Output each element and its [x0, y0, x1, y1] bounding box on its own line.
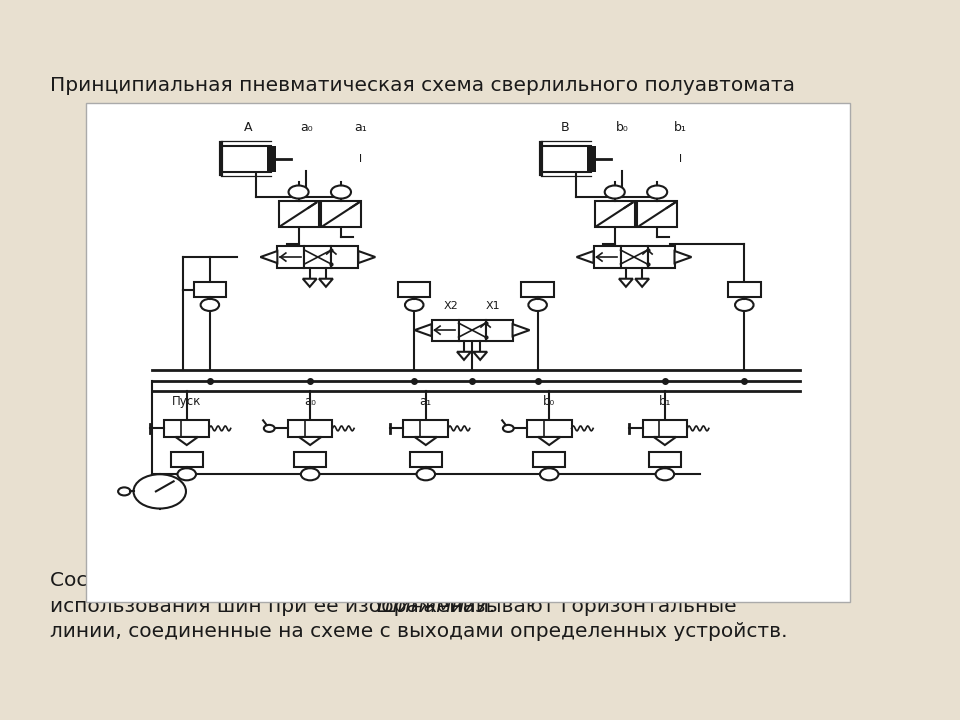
Text: использования шин при ее изображении.: использования шин при ее изображении. — [51, 596, 502, 616]
Text: линии, соединенные на схеме с выходами определенных устройств.: линии, соединенные на схеме с выходами о… — [51, 622, 788, 641]
Text: Составление и чтение схемы можно значительно упростить путем: Составление и чтение схемы можно значите… — [51, 572, 769, 590]
Text: Шинами: Шинами — [376, 597, 465, 616]
Text: называют горизонтальные: называют горизонтальные — [444, 597, 737, 616]
Text: Принципиальная пневматическая схема сверлильного полуавтомата: Принципиальная пневматическая схема свер… — [51, 76, 796, 94]
